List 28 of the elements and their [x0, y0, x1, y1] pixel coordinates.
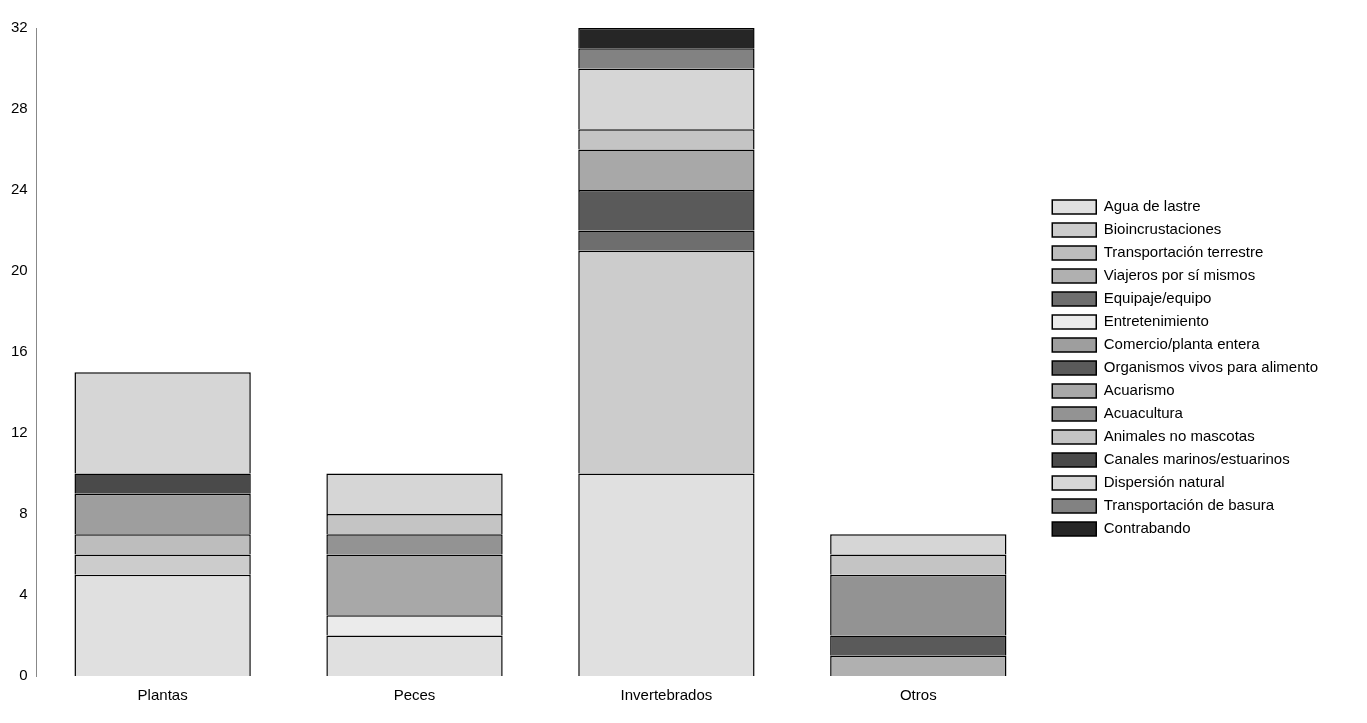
y-tick-label: 20: [11, 261, 28, 279]
legend-label: Bioincrustaciones: [1103, 220, 1222, 238]
legend-label: Equipaje/equipo: [1103, 289, 1212, 307]
legend-label: Canales marinos/estuarinos: [1103, 450, 1290, 468]
legend-label: Organismos vivos para alimento: [1103, 358, 1319, 376]
legend-label: Acuarismo: [1103, 381, 1175, 399]
y-tick-label: 4: [19, 585, 28, 603]
legend-label: Viajeros por sí mismos: [1103, 266, 1256, 284]
legend-label: Transportación de basura: [1103, 496, 1275, 514]
legend-label: Transportación terrestre: [1103, 243, 1264, 261]
legend-label: Comercio/planta entera: [1103, 335, 1261, 353]
x-tick-label: Otros: [899, 686, 937, 704]
legend-label: Entretenimiento: [1103, 312, 1209, 330]
legend-label: Dispersión natural: [1103, 473, 1225, 491]
legend-label: Animales no mascotas: [1103, 427, 1255, 445]
legend-label: Agua de lastre: [1103, 197, 1201, 215]
y-tick-label: 8: [19, 504, 28, 522]
y-tick-label: 28: [11, 99, 28, 117]
legend-label: Contrabando: [1103, 519, 1191, 537]
y-tick-label: 0: [19, 666, 28, 684]
y-tick-label: 32: [11, 18, 28, 36]
x-tick-label: Plantas: [137, 686, 188, 704]
x-tick-label: Invertebrados: [620, 686, 713, 704]
legend-label: Acuacultura: [1103, 404, 1184, 422]
y-tick-label: 16: [11, 342, 28, 360]
x-tick-label: Peces: [393, 686, 436, 704]
y-tick-label: 24: [11, 180, 28, 198]
y-tick-label: 12: [11, 423, 28, 441]
